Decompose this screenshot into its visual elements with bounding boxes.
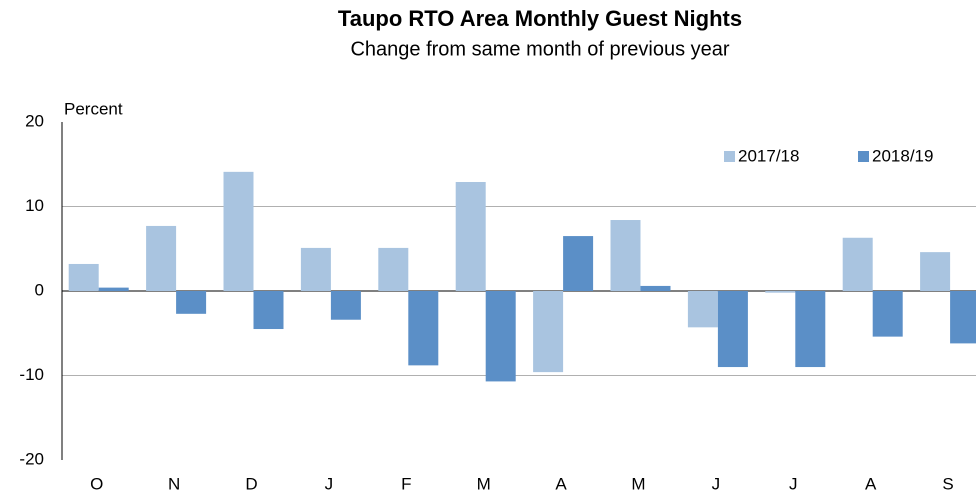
x-tick-label: M <box>631 474 645 493</box>
bar <box>533 291 564 373</box>
chart-subtitle: Change from same month of previous year <box>350 38 729 60</box>
bar <box>950 291 976 344</box>
x-tick-label: D <box>245 474 257 493</box>
bar <box>253 291 284 330</box>
chart-title: Taupo RTO Area Monthly Guest Nights <box>338 6 742 31</box>
y-tick-label: 20 <box>25 111 44 130</box>
bar <box>176 291 207 314</box>
bar <box>330 291 361 320</box>
bar <box>146 225 177 291</box>
bar <box>408 291 439 366</box>
x-tick-label: J <box>325 474 334 493</box>
bar <box>842 237 873 291</box>
bar <box>765 291 796 293</box>
legend-label: 2017/18 <box>738 146 799 165</box>
x-tick-label: N <box>168 474 180 493</box>
bar <box>378 247 409 291</box>
y-tick-label: 0 <box>35 280 44 299</box>
bar <box>610 220 641 291</box>
x-tick-label: J <box>789 474 798 493</box>
bar <box>717 291 748 368</box>
bar <box>563 236 594 291</box>
legend-swatch <box>724 151 735 162</box>
x-tick-label: A <box>555 474 567 493</box>
y-tick-label: -10 <box>19 365 44 384</box>
bar <box>68 263 99 291</box>
bar <box>223 171 254 291</box>
x-tick-label: S <box>942 474 953 493</box>
y-axis-label: Percent <box>64 99 123 118</box>
bar <box>300 247 331 291</box>
bar <box>795 291 826 368</box>
x-tick-label: M <box>477 474 491 493</box>
bar <box>485 291 516 382</box>
y-tick-label: 10 <box>25 196 44 215</box>
bar <box>455 181 486 291</box>
y-tick-label: -20 <box>19 449 44 468</box>
bar <box>640 285 671 291</box>
bar <box>687 291 718 328</box>
x-tick-label: A <box>865 474 877 493</box>
bar <box>920 252 951 291</box>
legend-label: 2018/19 <box>872 146 933 165</box>
x-tick-label: F <box>401 474 411 493</box>
bar <box>872 291 903 337</box>
bar <box>98 287 129 291</box>
legend-swatch <box>858 151 869 162</box>
x-tick-label: J <box>712 474 721 493</box>
x-tick-label: O <box>90 474 103 493</box>
